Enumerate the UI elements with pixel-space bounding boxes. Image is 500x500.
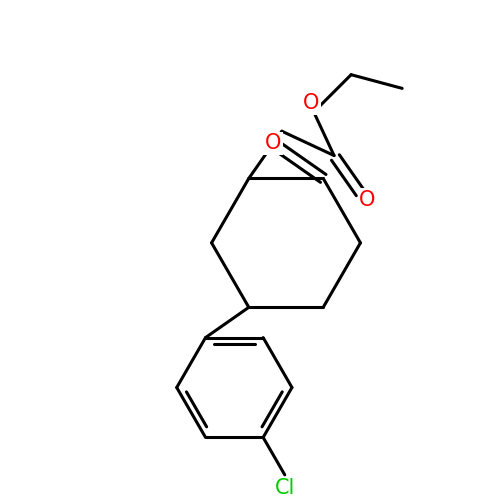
Text: O: O — [303, 94, 320, 114]
Text: Cl: Cl — [274, 478, 295, 498]
Text: O: O — [359, 190, 376, 210]
Text: O: O — [264, 134, 281, 154]
